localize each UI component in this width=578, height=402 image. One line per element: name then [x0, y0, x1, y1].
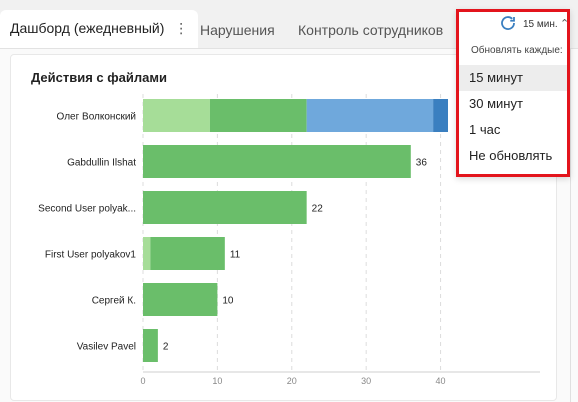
- card-title: Действия с файлами: [31, 70, 167, 85]
- bar-segment: [143, 283, 218, 316]
- bar-segment: [143, 99, 210, 132]
- refresh-interval-dropdown: 15 мин. ⌃ Обновлять каждые: 15 минут 30 …: [456, 9, 570, 177]
- chart-bars: [143, 99, 448, 362]
- tab-daily-dashboard[interactable]: Дашборд (ежедневный) ⋮: [0, 10, 199, 48]
- bar-segment: [143, 145, 411, 178]
- x-tick-label: 10: [212, 376, 222, 386]
- x-tick-label: 30: [361, 376, 371, 386]
- tab-label: Дашборд (ежедневный): [10, 20, 165, 36]
- tab-label: Нарушения: [200, 22, 275, 38]
- bar-segment: [143, 237, 151, 270]
- tab-violations[interactable]: Нарушения: [200, 12, 275, 48]
- category-label: Vasilev Pavel: [77, 342, 136, 353]
- refresh-interval-label[interactable]: 15 мин.: [523, 19, 558, 30]
- tab-employee-control[interactable]: Контроль сотрудников: [298, 12, 443, 48]
- category-label: Second User polyak...: [38, 204, 136, 215]
- more-vertical-icon[interactable]: ⋮: [174, 20, 189, 36]
- refresh-icon[interactable]: [499, 14, 517, 32]
- bar-segment: [143, 191, 307, 224]
- category-label: Сергей К.: [92, 296, 136, 307]
- chart-grid: [142, 94, 540, 373]
- data-label: 36: [416, 158, 428, 169]
- category-label: First User polyakov1: [45, 250, 137, 261]
- tab-label: Контроль сотрудников: [298, 22, 444, 38]
- chart-labels: 0 10 20 30 40 Олег Волконский Gabdullin Ilshat…: [38, 112, 445, 387]
- data-label: 11: [230, 250, 241, 261]
- option-30-minutes[interactable]: 30 минут: [469, 96, 523, 111]
- data-label: 10: [222, 296, 234, 307]
- option-no-refresh[interactable]: Не обновлять: [469, 148, 553, 163]
- bar-segment: [143, 329, 158, 362]
- option-15-minutes[interactable]: 15 минут: [459, 65, 567, 91]
- data-label: 22: [312, 204, 324, 215]
- category-label: Gabdullin Ilshat: [67, 158, 136, 169]
- option-1-hour[interactable]: 1 час: [469, 122, 501, 137]
- bar-segment: [150, 237, 225, 270]
- x-tick-label: 40: [436, 376, 446, 386]
- bar-segment: [306, 99, 434, 132]
- x-tick-label: 20: [287, 376, 297, 386]
- data-label: 2: [163, 342, 169, 353]
- dropdown-caption: Обновлять каждые:: [471, 45, 563, 56]
- bar-segment: [209, 99, 307, 132]
- x-tick-label: 0: [140, 376, 145, 386]
- category-label: Олег Волконский: [57, 112, 136, 123]
- chevron-up-icon[interactable]: ⌃: [560, 18, 570, 30]
- scrollbar-track[interactable]: [570, 49, 571, 402]
- bar-segment: [433, 99, 448, 132]
